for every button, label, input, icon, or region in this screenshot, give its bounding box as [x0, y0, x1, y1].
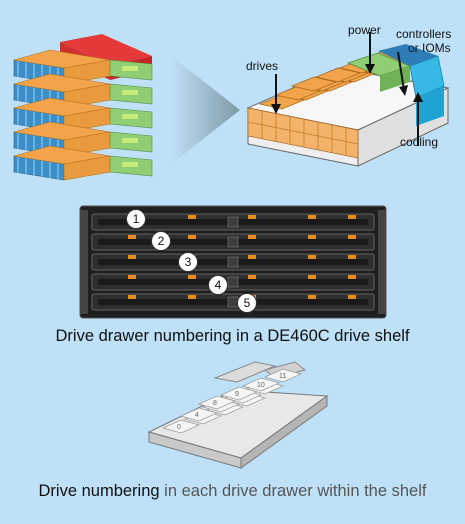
- drive-slot-number: 4: [195, 412, 199, 419]
- arrow-wedge: [170, 55, 240, 165]
- drawer-number-3: 3: [178, 252, 198, 272]
- drive-drawer: [91, 233, 375, 251]
- label-drives: drives: [246, 59, 278, 73]
- caption-drive-numbering: Drive numbering in each drive drawer wit…: [0, 482, 465, 501]
- drawer-number-4: 4: [208, 275, 228, 295]
- label-power: power: [348, 23, 381, 37]
- drive-drawer-tray: 01234567891011: [147, 361, 329, 469]
- drive-slot: 8: [197, 395, 237, 410]
- drive-slot: 11: [263, 368, 303, 383]
- drive-slot: 0: [161, 419, 201, 434]
- stacked-shelves-illustration: [13, 34, 153, 181]
- drawer-number-2: 2: [151, 231, 171, 251]
- drive-slot-number: 11: [279, 373, 286, 380]
- drive-slot-number: 9: [235, 391, 239, 398]
- stack-shelf: [13, 145, 153, 181]
- drive-shelf-front: [79, 205, 387, 319]
- cutaway-drive: [314, 67, 362, 83]
- label-cooling: cooling: [400, 135, 438, 149]
- label-or-ioms: or IOMs: [408, 41, 451, 55]
- drive-drawer: [91, 273, 375, 291]
- drawer-number-5: 5: [237, 293, 257, 313]
- cutaway-drive: [290, 76, 338, 92]
- drive-drawer: [91, 213, 375, 231]
- label-controllers: controllers: [396, 27, 451, 41]
- drive-slot-number: 10: [257, 382, 265, 389]
- drive-slot-number: 0: [177, 424, 181, 431]
- caption-drive-numbering-muted: in each drive drawer within the shelf: [159, 482, 427, 500]
- shelf-cutaway-diagram: drives power controllers or IOMs cooling: [246, 23, 451, 167]
- drive-drawer: [91, 253, 375, 271]
- drive-slot-number: 8: [213, 400, 217, 407]
- drive-slot: 9: [219, 386, 259, 401]
- drive-slot: 10: [241, 377, 281, 392]
- caption-drawer-numbering: Drive drawer numbering in a DE460C drive…: [55, 327, 410, 345]
- drive-drawer: [91, 293, 375, 311]
- drawer-number-1: 1: [126, 209, 146, 229]
- drive-slot: 4: [179, 407, 219, 422]
- caption-drive-numbering-dark: Drive numbering: [38, 482, 160, 500]
